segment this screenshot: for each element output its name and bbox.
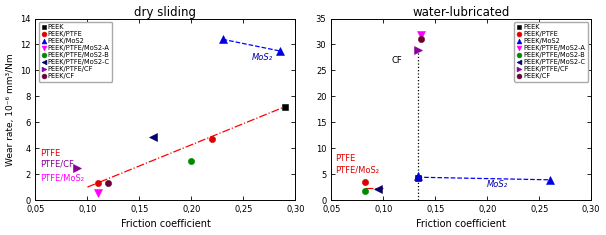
Text: MoS₂: MoS₂ bbox=[487, 180, 508, 189]
Legend: PEEK, PEEK/PTFE, PEEK/MoS2, PEEK/PTFE/MoS2-A, PEEK/PTFE/MoS2-B, PEEK/PTFE/MoS2-C: PEEK, PEEK/PTFE, PEEK/MoS2, PEEK/PTFE/Mo… bbox=[514, 22, 588, 82]
Text: PTFE/MoS₂: PTFE/MoS₂ bbox=[39, 173, 84, 183]
Text: PTFE: PTFE bbox=[39, 149, 60, 158]
Title: water-lubricated: water-lubricated bbox=[413, 6, 510, 19]
Text: PTFE: PTFE bbox=[335, 154, 356, 163]
Title: dry sliding: dry sliding bbox=[135, 6, 196, 19]
Text: CF: CF bbox=[391, 55, 402, 65]
Y-axis label: Wear rate, 10⁻⁶ mm³/Nm: Wear rate, 10⁻⁶ mm³/Nm bbox=[5, 53, 15, 166]
Text: PTFE/CF: PTFE/CF bbox=[39, 159, 73, 168]
Text: MoS₂: MoS₂ bbox=[251, 53, 273, 62]
X-axis label: Friction coefficient: Friction coefficient bbox=[121, 219, 210, 229]
X-axis label: Friction coefficient: Friction coefficient bbox=[416, 219, 506, 229]
Legend: PEEK, PEEK/PTFE, PEEK/MoS2, PEEK/PTFE/MoS2-A, PEEK/PTFE/MoS2-B, PEEK/PTFE/MoS2-C: PEEK, PEEK/PTFE, PEEK/MoS2, PEEK/PTFE/Mo… bbox=[39, 22, 112, 82]
Text: PTFE/MoS₂: PTFE/MoS₂ bbox=[335, 165, 379, 174]
